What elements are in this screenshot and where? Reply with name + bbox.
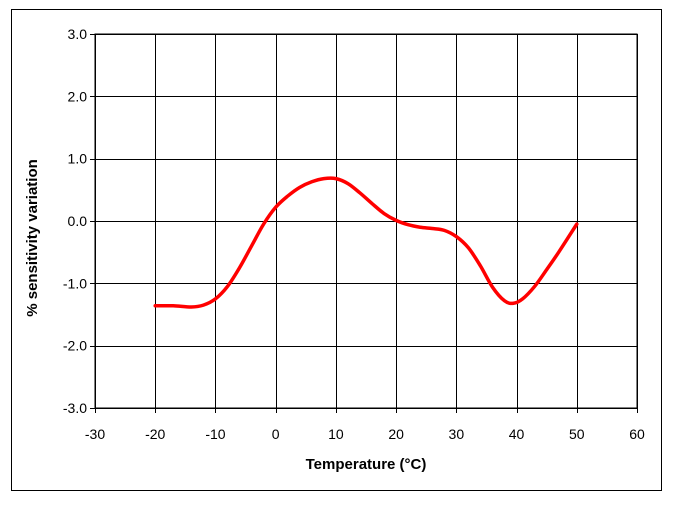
x-axis-title: Temperature (°C) <box>306 456 427 473</box>
x-tick-label: 50 <box>569 426 585 442</box>
x-tick-label: 30 <box>449 426 465 442</box>
x-tick-label: 60 <box>629 426 645 442</box>
x-tick-label: -10 <box>205 426 225 442</box>
y-axis-title: % sensitivity variation <box>24 159 41 317</box>
x-tick-label: 20 <box>388 426 404 442</box>
y-tick-label: -1.0 <box>63 275 87 291</box>
x-tick-label: 0 <box>272 426 280 442</box>
x-tick-label: -20 <box>145 426 165 442</box>
y-tick-label: 0.0 <box>68 213 88 229</box>
y-tick-label: -2.0 <box>63 338 87 354</box>
y-tick-label: -3.0 <box>63 400 87 416</box>
grid-lines <box>95 34 638 409</box>
series-line <box>153 176 579 309</box>
x-tick-label: -30 <box>85 426 105 442</box>
y-tick-label: 2.0 <box>68 88 88 104</box>
y-tick-label: 3.0 <box>68 26 88 42</box>
y-tick-labels: -3.0 -2.0 -1.0 0.0 1.0 2.0 3.0 <box>63 26 95 416</box>
y-tick-label: 1.0 <box>68 151 88 167</box>
series-layer <box>153 176 579 309</box>
x-tick-label: 10 <box>328 426 344 442</box>
x-tick-labels: -30 -20 -10 0 10 20 30 40 50 60 <box>85 408 645 442</box>
x-tick-label: 40 <box>509 426 525 442</box>
